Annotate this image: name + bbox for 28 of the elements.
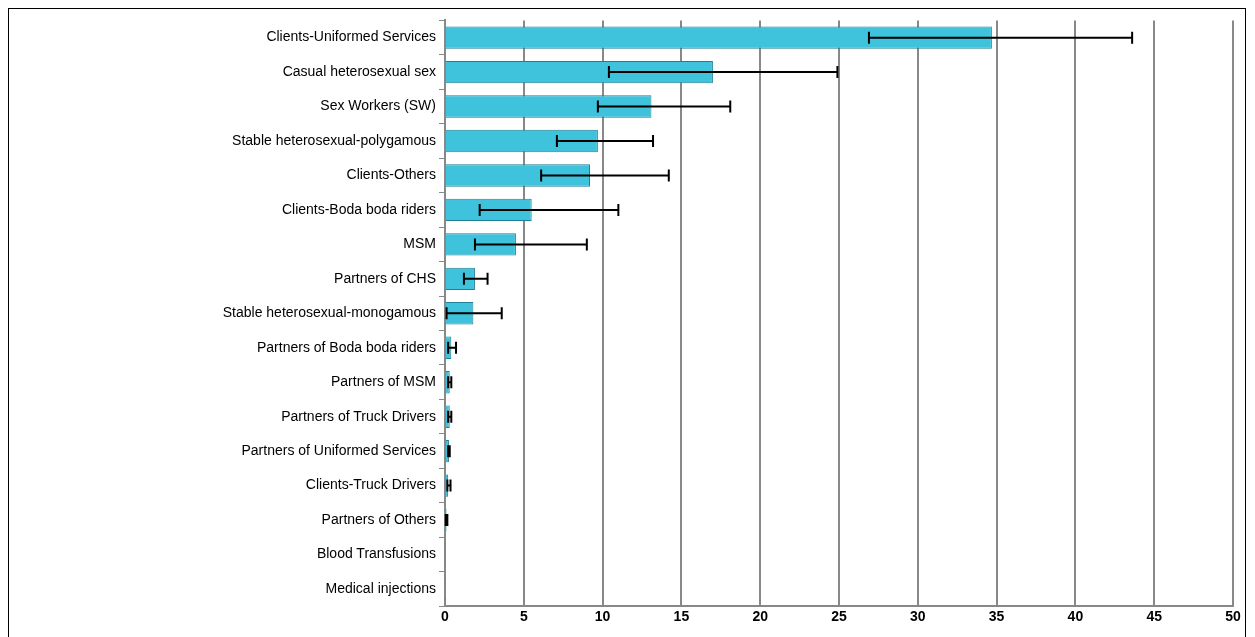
y-tick-label: Clients-Others (346, 166, 436, 183)
y-tick-label: Partners of Others (321, 510, 436, 527)
y-tick-label: Clients-Truck Drivers (305, 476, 436, 493)
x-tick-label: 20 (752, 608, 769, 625)
y-tick-label: Casual heterosexual sex (282, 62, 436, 79)
x-tick-label: 40 (1067, 608, 1084, 625)
x-tick-label: 25 (831, 608, 847, 625)
y-tick-label: Clients-Boda boda riders (281, 200, 436, 217)
y-tick-label: Stable heterosexual-polygamous (232, 131, 436, 148)
x-tick-label: 15 (673, 608, 690, 625)
y-tick-label: MSM (403, 235, 436, 252)
x-tick-label: 35 (988, 608, 1005, 625)
y-tick-label: Partners of Boda boda riders (257, 338, 436, 355)
y-tick-label: Blood Transfusions (316, 545, 436, 562)
y-tick-label: Partners of Uniformed Services (241, 441, 436, 458)
x-tick-label: 45 (1146, 608, 1163, 625)
y-tick-label: Medical injections (325, 579, 436, 596)
y-tick-label: Stable heterosexual-monogamous (222, 304, 436, 321)
x-tick-label: 10 (594, 608, 611, 625)
x-tick-label: 30 (910, 608, 926, 625)
x-tick-label: 0 (441, 608, 450, 625)
y-tick-label: Partners of Truck Drivers (281, 407, 436, 424)
y-tick-label: Partners of CHS (334, 269, 436, 286)
y-tick-label: Clients-Uniformed Services (266, 28, 436, 45)
y-tick-label: Partners of MSM (330, 373, 436, 390)
x-tick-label: 5 (519, 608, 528, 625)
y-tick-label: Sex Workers (SW) (320, 97, 436, 114)
x-tick-label: 50 (1225, 608, 1241, 625)
